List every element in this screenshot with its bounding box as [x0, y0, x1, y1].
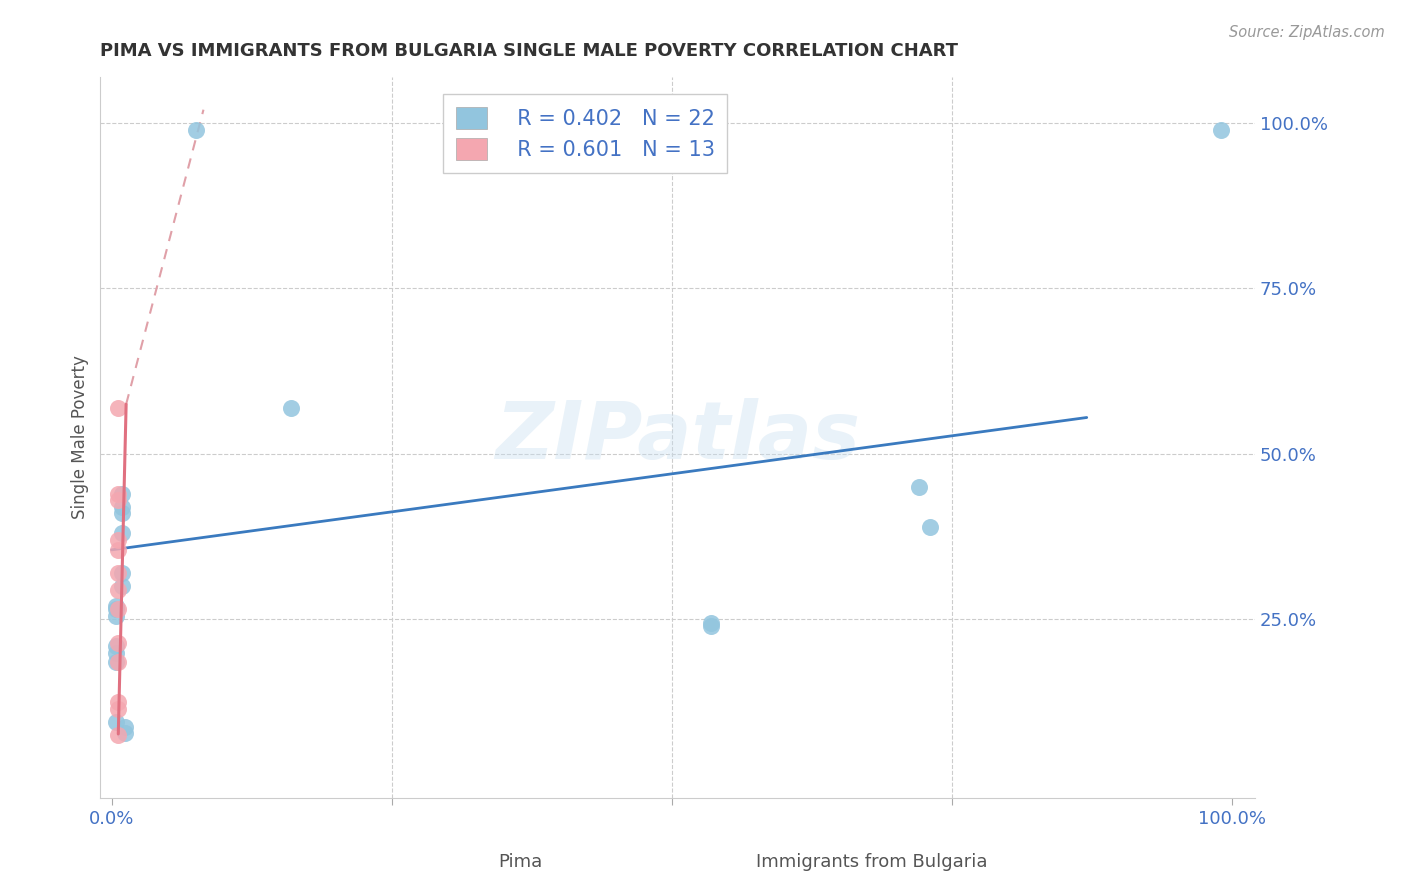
Text: Immigrants from Bulgaria: Immigrants from Bulgaria [756, 853, 987, 871]
Point [700, 615, 723, 630]
Text: ZIPatlas: ZIPatlas [495, 399, 860, 476]
Point [111, 526, 134, 541]
Point [105, 602, 128, 616]
Point [111, 579, 134, 593]
Point [107, 702, 129, 716]
Point [114, 726, 136, 740]
Y-axis label: Single Male Poverty: Single Male Poverty [72, 355, 89, 519]
Point [111, 486, 134, 500]
Point [107, 542, 129, 557]
Point [107, 695, 129, 709]
Point [105, 639, 128, 653]
Point [107, 582, 129, 597]
Point [105, 646, 128, 660]
Point [105, 714, 128, 729]
Point [1211, 122, 1233, 136]
Point [107, 602, 129, 616]
Text: Source: ZipAtlas.com: Source: ZipAtlas.com [1229, 25, 1385, 40]
Point [918, 520, 941, 534]
Point [111, 566, 134, 580]
Point [107, 401, 129, 415]
Point [111, 500, 134, 514]
Point [184, 122, 207, 136]
Point [114, 720, 136, 734]
Point [700, 619, 723, 633]
Point [107, 533, 129, 547]
Point [105, 599, 128, 614]
Point [105, 609, 128, 624]
Point [105, 656, 128, 670]
Text: PIMA VS IMMIGRANTS FROM BULGARIA SINGLE MALE POVERTY CORRELATION CHART: PIMA VS IMMIGRANTS FROM BULGARIA SINGLE … [100, 42, 959, 60]
Point [107, 656, 129, 670]
Point [111, 507, 134, 521]
Point [107, 493, 129, 508]
Point [107, 728, 129, 742]
Point [107, 486, 129, 500]
Text: Pima: Pima [498, 853, 543, 871]
Point [280, 401, 302, 415]
Legend:   R = 0.402   N = 22,   R = 0.601   N = 13: R = 0.402 N = 22, R = 0.601 N = 13 [443, 95, 727, 173]
Point [907, 480, 929, 494]
Point [107, 566, 129, 580]
Point [107, 635, 129, 649]
